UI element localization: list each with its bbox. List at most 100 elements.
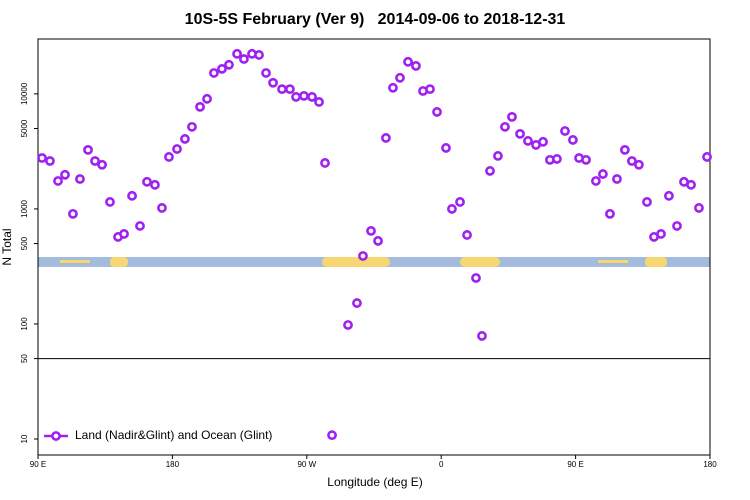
point xyxy=(462,230,472,240)
point xyxy=(560,126,570,136)
point xyxy=(254,50,264,60)
y-tick-label: 5000 xyxy=(20,119,29,137)
point xyxy=(672,221,682,231)
x-tick-label: 180 xyxy=(166,460,180,469)
point xyxy=(455,197,465,207)
point xyxy=(507,111,517,122)
point xyxy=(119,229,129,239)
point xyxy=(471,273,481,283)
point xyxy=(523,136,533,146)
point xyxy=(664,190,674,201)
point xyxy=(591,176,601,186)
point xyxy=(411,61,421,71)
point xyxy=(291,92,301,102)
point xyxy=(381,133,391,143)
point xyxy=(180,134,190,144)
point xyxy=(538,136,548,147)
point xyxy=(612,174,622,184)
x-axis-label: Longitude (deg E) xyxy=(327,475,422,489)
point xyxy=(261,68,271,78)
point xyxy=(634,159,644,170)
point xyxy=(388,82,398,93)
point xyxy=(686,179,696,190)
point xyxy=(327,430,337,441)
point xyxy=(425,84,435,95)
point xyxy=(598,169,608,179)
point xyxy=(75,174,85,184)
point xyxy=(45,156,55,166)
point xyxy=(694,203,704,213)
point xyxy=(135,221,145,231)
y-tick-label: 50 xyxy=(20,354,29,363)
point xyxy=(358,251,368,261)
legend-marker xyxy=(51,431,61,441)
y-tick-label: 10000 xyxy=(20,82,29,105)
point xyxy=(432,107,442,117)
point xyxy=(68,208,78,219)
point xyxy=(53,176,63,186)
x-tick-label: 90 E xyxy=(567,460,583,469)
point xyxy=(90,156,100,166)
point xyxy=(314,97,324,107)
y-tick-label: 1000 xyxy=(20,199,29,217)
map-strip xyxy=(38,257,710,267)
x-tick-label: 90 W xyxy=(297,460,316,469)
y-tick-label: 500 xyxy=(20,236,29,250)
point xyxy=(605,208,615,219)
point xyxy=(493,151,503,161)
point xyxy=(232,48,242,59)
point xyxy=(515,128,525,139)
x-tick-label: 180 xyxy=(703,460,717,469)
plot-frame xyxy=(37,38,711,456)
point xyxy=(142,176,152,187)
point xyxy=(447,204,457,214)
legend-label: Land (Nadir&Glint) and Ocean (Glint) xyxy=(75,428,272,442)
point xyxy=(209,68,219,78)
point xyxy=(642,197,652,207)
point xyxy=(656,229,666,239)
point xyxy=(485,166,495,176)
point xyxy=(187,121,197,132)
point xyxy=(239,54,249,64)
point xyxy=(568,135,578,145)
point xyxy=(477,331,487,341)
point xyxy=(285,84,295,95)
point xyxy=(299,90,309,101)
point xyxy=(626,156,637,166)
point xyxy=(83,144,93,155)
point xyxy=(224,59,234,70)
chart-title: 10S-5S February (Ver 9) 2014-09-06 to 20… xyxy=(185,11,566,28)
point xyxy=(307,92,317,102)
y-axis-label: N Total xyxy=(0,228,14,265)
point xyxy=(150,179,160,190)
point xyxy=(441,143,451,153)
point xyxy=(195,101,205,112)
point xyxy=(172,144,182,154)
point xyxy=(552,154,562,164)
point xyxy=(268,77,278,88)
point xyxy=(277,84,287,95)
point xyxy=(352,298,362,308)
point xyxy=(343,320,353,330)
x-tick-label: 0 xyxy=(439,460,444,469)
point xyxy=(395,72,405,83)
point xyxy=(702,152,712,162)
y-tick-label: 10 xyxy=(20,434,29,443)
point xyxy=(60,169,70,180)
y-tick-label: 100 xyxy=(20,317,29,331)
point xyxy=(157,203,167,213)
point xyxy=(127,190,137,201)
point xyxy=(164,152,174,162)
point xyxy=(105,197,115,207)
x-tick-label: 90 E xyxy=(30,460,46,469)
point xyxy=(37,153,47,163)
point xyxy=(217,63,227,74)
point xyxy=(202,93,212,104)
point xyxy=(500,121,510,132)
point xyxy=(403,56,413,67)
point xyxy=(366,226,376,236)
point xyxy=(97,159,107,170)
point xyxy=(320,158,330,168)
point xyxy=(581,154,591,165)
